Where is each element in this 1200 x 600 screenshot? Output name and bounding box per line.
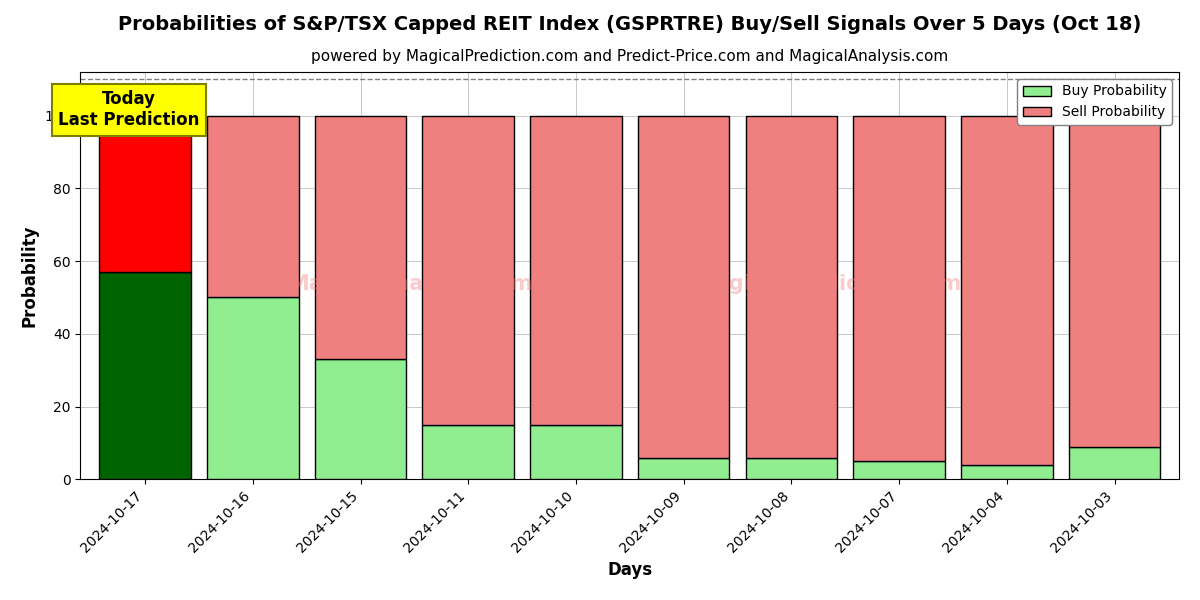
Title: Probabilities of S&P/TSX Capped REIT Index (GSPRTRE) Buy/Sell Signals Over 5 Day: Probabilities of S&P/TSX Capped REIT Ind… — [118, 16, 1141, 34]
Bar — [208, 298, 299, 479]
Bar — [853, 461, 944, 479]
Bar — [1069, 446, 1160, 479]
Text: MagicalAnalysis.com: MagicalAnalysis.com — [288, 274, 533, 294]
Bar — [422, 116, 514, 425]
Bar — [1069, 116, 1160, 446]
Bar — [961, 116, 1052, 465]
X-axis label: Days: Days — [607, 561, 653, 579]
Text: MagicalPrediction.com: MagicalPrediction.com — [694, 274, 961, 294]
Y-axis label: Probability: Probability — [20, 224, 38, 327]
Bar — [314, 359, 407, 479]
Bar — [314, 116, 407, 359]
Bar — [100, 272, 191, 479]
Bar — [638, 116, 730, 458]
Bar — [638, 458, 730, 479]
Bar — [100, 116, 191, 272]
Bar — [961, 465, 1052, 479]
Bar — [853, 116, 944, 461]
Bar — [530, 425, 622, 479]
Text: powered by MagicalPrediction.com and Predict-Price.com and MagicalAnalysis.com: powered by MagicalPrediction.com and Pre… — [311, 49, 948, 64]
Legend: Buy Probability, Sell Probability: Buy Probability, Sell Probability — [1018, 79, 1172, 125]
Bar — [745, 116, 838, 458]
Text: Today
Last Prediction: Today Last Prediction — [59, 90, 199, 129]
Bar — [530, 116, 622, 425]
Bar — [745, 458, 838, 479]
Bar — [208, 116, 299, 298]
Bar — [422, 425, 514, 479]
